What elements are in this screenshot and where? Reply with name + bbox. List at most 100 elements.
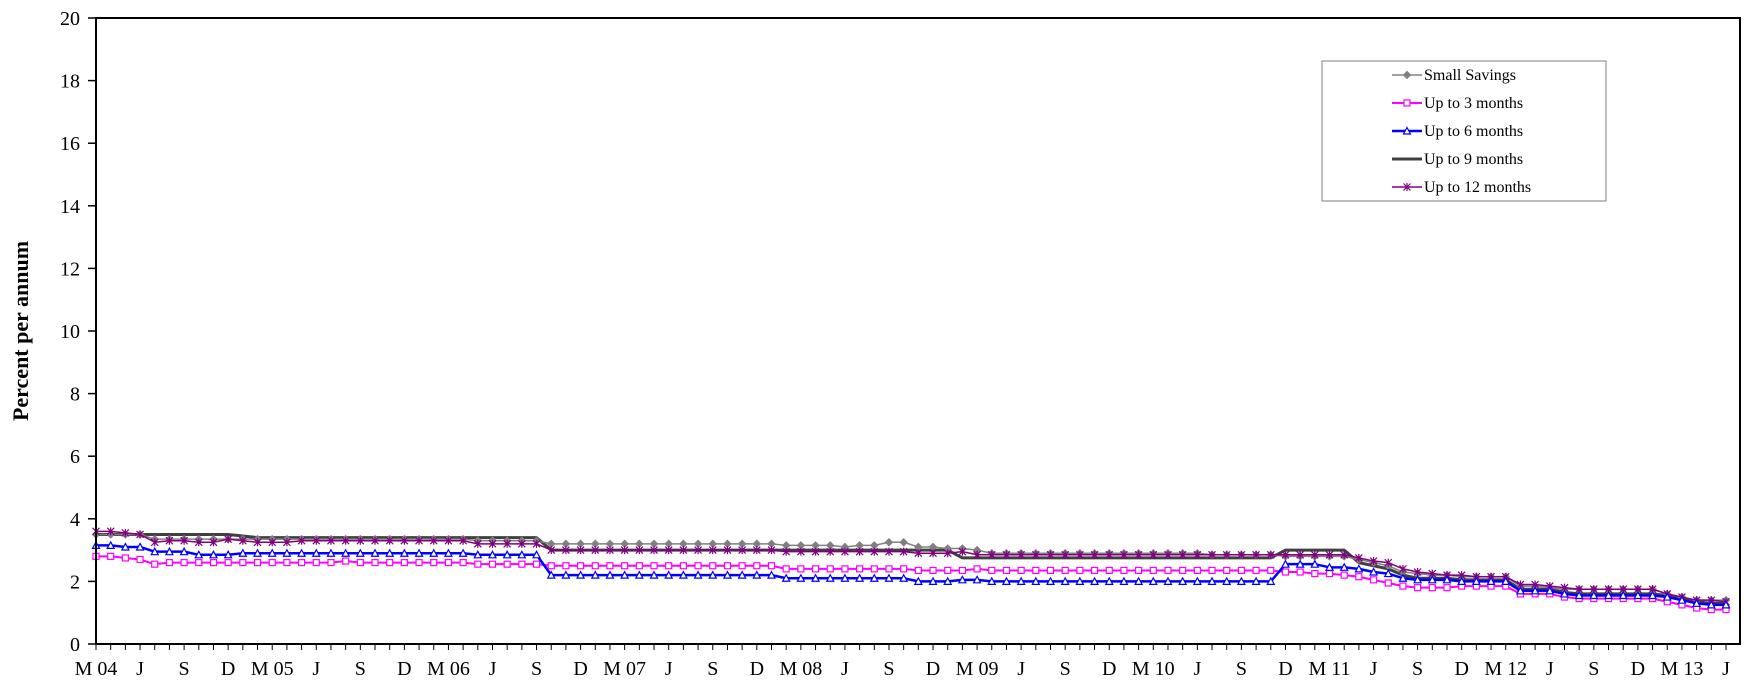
data-point [1031,576,1041,586]
data-point [929,549,937,558]
x-tick-label: J [136,658,144,680]
data-point [1149,550,1158,559]
data-point [650,546,658,555]
data-point [1002,550,1011,559]
x-tick-label: S [179,658,190,680]
data-point [1339,562,1349,571]
data-point [1164,566,1172,575]
data-point [972,575,982,584]
data-point [356,559,364,567]
data-point [635,546,644,555]
data-point [1325,569,1334,578]
data-point [1414,584,1422,592]
series-up-to-6-months [91,540,1731,609]
data-point [443,548,453,557]
data-point [899,547,908,556]
data-point [297,536,306,545]
data-point [694,546,702,555]
data-point [400,559,408,567]
data-point [1545,586,1555,595]
data-point [634,570,644,579]
data-point [1354,564,1364,573]
data-point [811,565,820,573]
data-point [709,562,717,570]
y-tick-label: 18 [60,71,80,93]
data-point [1001,576,1011,586]
data-point [811,573,821,582]
data-point [620,546,629,555]
data-point [708,570,718,579]
data-point [1589,590,1599,600]
data-point [988,566,996,575]
data-point [1192,576,1202,586]
legend-item-up-to-9-months: Up to 9 months [1392,151,1523,168]
data-point [664,570,674,579]
data-point [943,576,953,586]
data-point [224,559,232,567]
data-point [796,547,805,556]
data-point [708,546,717,555]
x-tick-label: J [1193,658,1201,680]
data-point [1310,550,1319,559]
data-point [1061,550,1070,559]
data-point [1515,586,1525,595]
x-tick-label: J [1722,658,1730,680]
data-point [238,548,248,557]
x-tick-label: J [665,658,673,680]
data-point [1296,568,1304,576]
data-point [987,576,997,586]
data-point [238,536,247,545]
data-point [341,536,350,545]
data-point [1135,566,1143,575]
data-point [458,548,468,557]
data-point [811,547,820,556]
data-point [914,549,923,558]
data-point [414,548,424,557]
data-point [371,559,379,567]
y-axis-title: Percent per annum [8,241,33,421]
data-point [1486,576,1496,586]
data-point [782,547,791,556]
x-axis-ticks: M 04 J S D M 05 J S D M 06 J S D M 07 J S D M 08 J S D M 09 J… [75,644,1730,680]
legend-item-up-to-6-months: Up to 6 months [1392,123,1523,140]
data-point [1403,99,1411,107]
data-point [826,565,834,573]
data-point [1046,550,1055,559]
data-point [1340,571,1348,579]
data-point [576,570,586,579]
data-point [1002,566,1011,575]
x-tick-label: D [750,658,764,680]
series-line-up-to-9-months [96,532,1726,605]
y-tick-label: 20 [60,8,80,30]
data-point [282,538,291,547]
data-point [136,530,144,539]
data-point [1457,576,1467,586]
x-tick-label: M 09 [956,658,999,680]
data-point [503,560,511,568]
series-up-to-9-months [96,532,1726,605]
data-point [693,570,703,579]
data-point [1222,550,1231,559]
data-point [1281,550,1290,559]
data-point [224,535,233,544]
x-tick-label: S [1588,658,1599,680]
data-point [1280,559,1290,568]
data-point [1706,600,1716,609]
x-tick-label: D [1278,658,1292,680]
data-point [621,562,629,570]
data-point [957,575,967,584]
x-tick-label: S [531,658,542,680]
data-point [1399,582,1407,590]
x-tick-label: M 07 [603,658,646,680]
data-point [547,546,556,555]
data-point [914,566,922,575]
data-point [1016,576,1026,586]
x-tick-label: D [221,658,235,680]
data-point [591,546,600,555]
legend-item-small-savings: Small Savings [1392,67,1516,84]
data-point [268,559,276,567]
x-tick-label: M 10 [1132,658,1175,680]
data-point [781,573,791,582]
data-point [1105,550,1114,559]
